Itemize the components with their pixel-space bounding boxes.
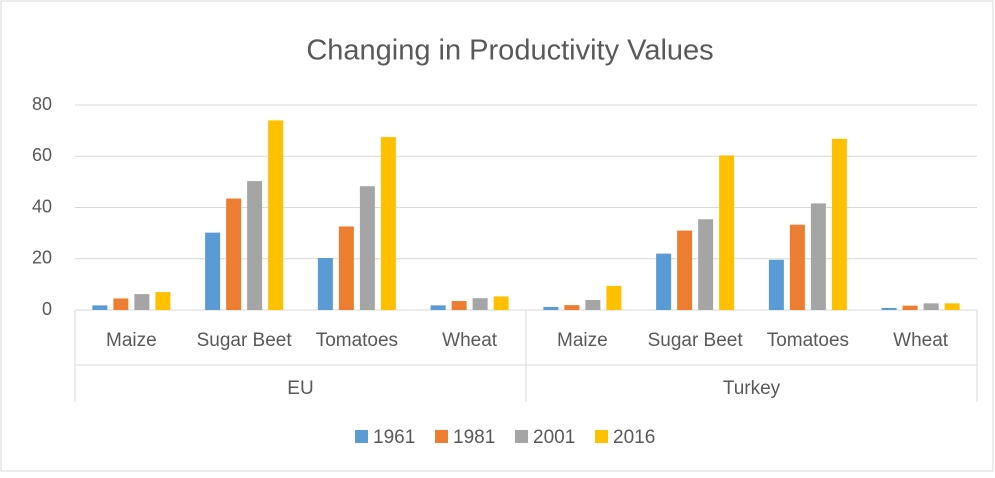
bar (543, 306, 559, 310)
group-label: Turkey (723, 378, 781, 399)
bar (923, 303, 939, 310)
chart-title: Changing in Productivity Values (306, 35, 713, 67)
y-tick-label: 0 (42, 299, 52, 319)
bar (359, 186, 375, 310)
bar (810, 203, 826, 310)
bar (451, 301, 467, 310)
bar (113, 298, 129, 310)
bar (338, 226, 354, 310)
bar (380, 137, 396, 310)
legend-label: 2016 (613, 427, 655, 448)
y-tick-label: 40 (32, 196, 52, 216)
bar (831, 138, 847, 310)
x-tick-label: Tomatoes (316, 330, 398, 351)
bar (789, 224, 805, 310)
legend-label: 1961 (373, 427, 415, 448)
bar (585, 300, 601, 310)
bar (430, 305, 446, 310)
legend-label: 1981 (453, 427, 495, 448)
bar (226, 198, 242, 310)
bar (564, 305, 580, 310)
bar (944, 303, 960, 310)
bar (606, 285, 622, 310)
bar (493, 296, 509, 310)
legend-swatch (515, 430, 528, 443)
bar (768, 259, 784, 310)
bar (472, 298, 488, 310)
bar (719, 155, 735, 310)
bar (134, 294, 150, 310)
legend-swatch (355, 430, 368, 443)
y-tick-label: 80 (32, 94, 52, 114)
x-tick-label: Sugar Beet (197, 330, 293, 351)
bar (881, 307, 897, 310)
bar (317, 257, 333, 310)
bar (698, 219, 714, 310)
legend-swatch (435, 430, 448, 443)
bar (247, 181, 263, 310)
bar (902, 305, 918, 310)
bar (656, 253, 672, 310)
x-tick-label: Tomatoes (767, 330, 849, 351)
legend-label: 2001 (533, 427, 575, 448)
bar (92, 305, 108, 310)
x-tick-label: Maize (106, 330, 157, 351)
x-tick-label: Sugar Beet (648, 330, 744, 351)
x-tick-label: Wheat (442, 330, 498, 351)
y-tick-label: 60 (32, 145, 52, 165)
x-tick-label: Maize (557, 330, 608, 351)
bar (205, 232, 221, 310)
y-tick-label: 20 (32, 248, 52, 268)
bar (268, 120, 284, 310)
group-label: EU (287, 378, 313, 399)
bar (677, 230, 693, 310)
x-tick-label: Wheat (893, 330, 949, 351)
bar (155, 292, 171, 310)
legend-swatch (595, 430, 608, 443)
